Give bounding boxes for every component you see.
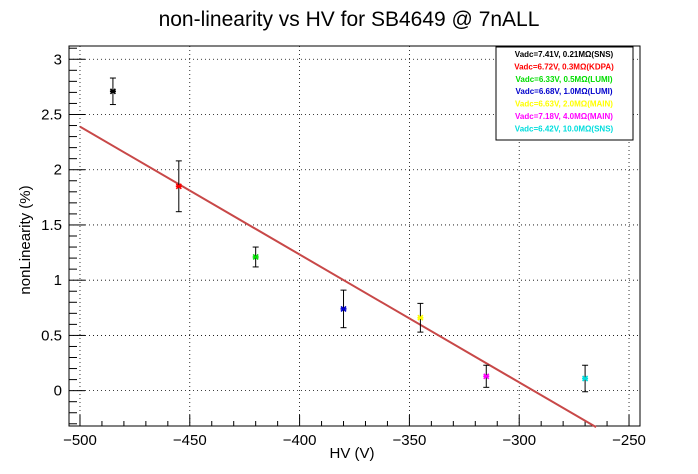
legend-entry: Vadc=7.18V, 4.0MΩ(MAIN) (515, 112, 613, 121)
y-tick-labels: 0 0.5 1 1.5 2 2.5 3 (41, 51, 62, 399)
x-tick-label: −250 (612, 432, 646, 449)
y-tick-label: 3 (54, 51, 62, 68)
x-tick-label: −500 (63, 432, 97, 449)
y-tick-label: 1.5 (41, 217, 62, 234)
grid (69, 46, 640, 426)
data-points (109, 77, 589, 393)
y-axis-label: nonLinearity (%) (17, 185, 34, 294)
legend-entry: Vadc=6.72V, 0.3MΩ(KDPA) (514, 62, 614, 71)
x-axis-label: HV (V) (330, 445, 375, 462)
x-tick-labels: −500 −450 −400 −350 −300 −250 (63, 432, 646, 449)
data-point (483, 364, 490, 388)
data-point (109, 77, 116, 106)
legend-entry: Vadc=7.41V, 0.21MΩ(SNS) (515, 50, 614, 59)
y-tick-label: 1 (54, 272, 62, 289)
legend-box (495, 46, 634, 141)
data-point (252, 246, 259, 268)
axis-ticks (69, 47, 630, 426)
y-tick-label: 0 (54, 383, 62, 400)
x-tick-label: −450 (173, 432, 207, 449)
data-point (582, 364, 589, 393)
legend: Vadc=7.41V, 0.21MΩ(SNS) Vadc=6.72V, 0.3MΩ… (495, 46, 634, 141)
data-point (417, 302, 424, 333)
legend-entry: Vadc=6.42V, 10.0MΩ(SNS) (515, 124, 614, 133)
legend-entry: Vadc=6.68V, 1.0MΩ(LUMI) (515, 87, 612, 96)
legend-entry: Vadc=6.33V, 0.5MΩ(LUMI) (515, 75, 612, 84)
legend-entry: Vadc=6.63V, 2.0MΩ(MAIN) (515, 100, 613, 109)
legend-entries: Vadc=7.41V, 0.21MΩ(SNS) Vadc=6.72V, 0.3MΩ… (514, 50, 614, 133)
x-tick-label: −400 (283, 432, 317, 449)
y-tick-label: 2 (54, 162, 62, 179)
data-point (340, 289, 347, 329)
data-point (175, 160, 182, 213)
fit-line (79, 125, 597, 428)
y-tick-label: 0.5 (41, 327, 62, 344)
chart-title: non-linearity vs HV for SB4649 @ 7nALL (159, 8, 540, 31)
x-tick-label: −350 (393, 432, 427, 449)
x-tick-label: −300 (502, 432, 536, 449)
y-tick-label: 2.5 (41, 106, 62, 123)
